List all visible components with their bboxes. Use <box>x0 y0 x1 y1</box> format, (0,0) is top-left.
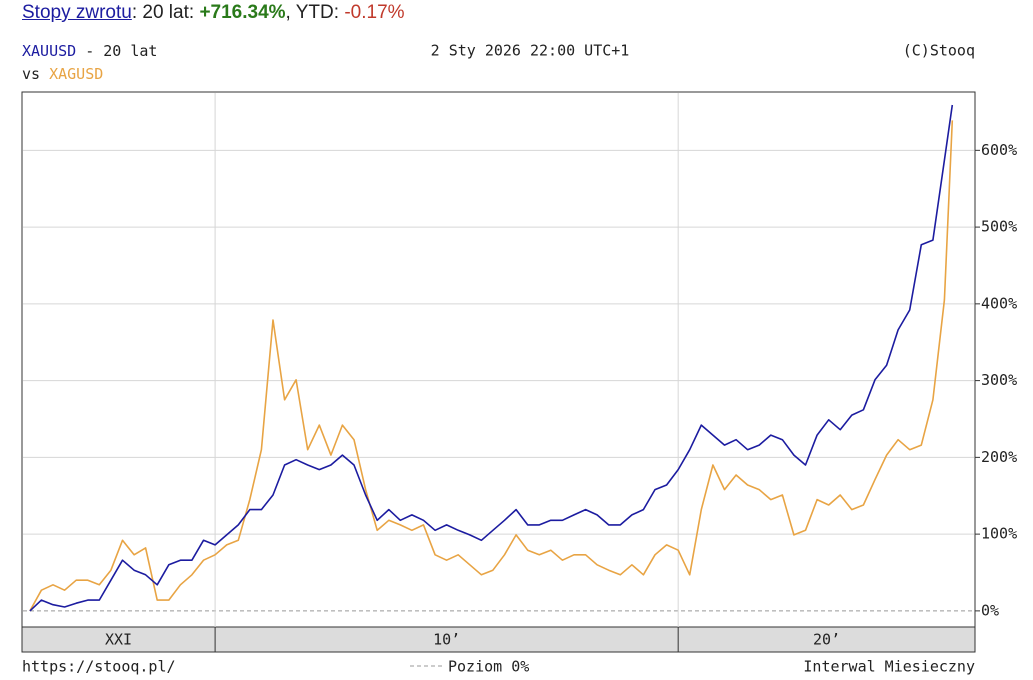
y-tick-label: 100% <box>981 525 1017 543</box>
copyright: (C)Stooq <box>903 42 975 60</box>
y-tick-label: 300% <box>981 371 1017 389</box>
x-axis-band <box>21 626 976 653</box>
x-tick-label: XXI <box>105 631 132 649</box>
y-tick-label: 500% <box>981 218 1017 236</box>
legend-entry: XAGUSD <box>49 65 103 83</box>
y-tick-label: 0% <box>981 601 999 619</box>
link[interactable]: Stopy zwrotu <box>22 2 132 23</box>
line <box>29 120 954 612</box>
legend-entry: XAUUSD <box>22 42 76 60</box>
ytd-return: -0.17% <box>344 2 405 23</box>
date: 2 Sty 2026 22:00 UTC+1 <box>431 42 630 60</box>
x-tick-label: 20’ <box>813 631 840 649</box>
compare: vs XAGUSD <box>22 65 103 83</box>
y-tick-label: 400% <box>981 294 1017 312</box>
y-tick-label: 600% <box>981 141 1017 159</box>
chart-title: XAUUSD - 20 lat <box>22 42 157 60</box>
interval: Interwal Miesieczny <box>803 658 975 676</box>
y-tick-label: 200% <box>981 448 1017 466</box>
period: : 20 lat: <box>131 2 200 23</box>
period: - 20 lat <box>85 42 157 60</box>
plot-area <box>21 91 976 628</box>
compare-label: vs <box>22 65 40 83</box>
source-url: https://stooq.pl/ <box>22 658 176 676</box>
ytd-prefix: , YTD: <box>285 2 345 23</box>
total-return: +716.34% <box>199 2 286 23</box>
x-tick-label: 10’ <box>433 631 460 649</box>
line <box>29 104 954 612</box>
header: Stopy zwrotu: 20 lat: +716.34%, YTD: -0.… <box>22 0 405 26</box>
zero-label: Poziom 0% <box>448 658 529 676</box>
